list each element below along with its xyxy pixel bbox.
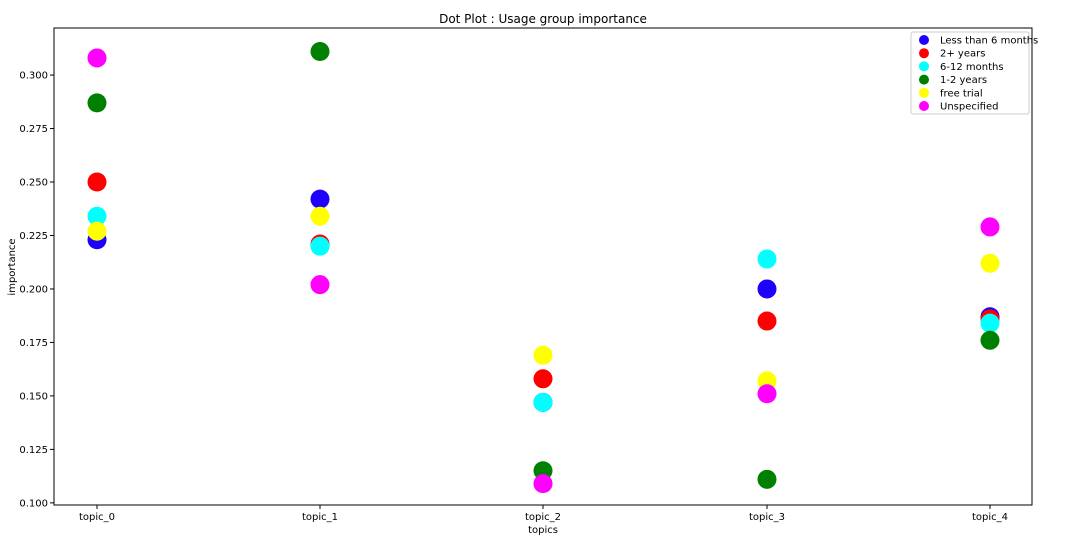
chart-title: Dot Plot : Usage group importance: [439, 12, 647, 26]
data-point: [980, 313, 1000, 333]
data-point: [87, 172, 107, 192]
data-point: [533, 345, 553, 365]
data-point: [310, 236, 330, 256]
legend-box: [910, 31, 1030, 115]
legend-marker: [919, 35, 929, 45]
y-tick-label: 0.200: [19, 284, 48, 295]
plot-frame: [53, 27, 1033, 506]
x-tick-label: topic_0: [79, 512, 115, 523]
data-point: [87, 221, 107, 241]
legend-marker: [919, 61, 929, 72]
y-tick-label: 0.250: [19, 178, 48, 189]
y-tick-label: 0.300: [19, 71, 48, 82]
y-tick-label: 0.125: [19, 445, 48, 456]
data-point: [87, 93, 107, 113]
data-point: [310, 206, 330, 226]
x-tick-label: topic_4: [972, 512, 1008, 523]
data-point: [757, 469, 777, 489]
y-axis: 0.100 0.125 0.150 0.175 0.200 0.225 0.250 0.275…: [19, 71, 54, 509]
y-tick-label: 0.225: [19, 231, 48, 242]
data-point: [757, 384, 777, 404]
data-point: [87, 48, 107, 68]
legend: Less than 6 months 2+ years 6-12 months 1-2…: [910, 31, 1038, 115]
data-point: [757, 311, 777, 331]
data-point: [310, 42, 330, 62]
legend-label: Less than 6 months: [940, 36, 1038, 47]
data-point: [533, 369, 553, 389]
data-point: [757, 249, 777, 269]
y-tick-label: 0.100: [19, 498, 48, 509]
data-point: [87, 206, 107, 226]
data-point: [980, 217, 1000, 237]
legend-label: 1-2 years: [940, 75, 987, 86]
legend-label: free trial: [940, 88, 983, 99]
legend-label: 6-12 months: [940, 62, 1004, 73]
x-tick-label: topic_2: [525, 512, 561, 523]
legend-marker: [919, 101, 929, 111]
legend-marker: [919, 87, 929, 98]
data-point: [757, 279, 777, 299]
data-point: [310, 275, 330, 295]
y-tick-label: 0.175: [19, 338, 48, 349]
y-tick-label: 0.150: [19, 391, 48, 402]
legend-label: Unspecified: [940, 102, 998, 113]
legend-label: 2+ years: [940, 49, 985, 60]
legend-marker: [919, 74, 929, 85]
data-point: [980, 330, 1000, 350]
x-tick-label: topic_1: [302, 512, 338, 523]
x-axis: topic_0 topic_1 topic_2 topic_3 topic_4: [79, 505, 1008, 523]
y-tick-label: 0.275: [19, 124, 48, 135]
data-point: [533, 392, 553, 412]
data-point: [533, 474, 553, 494]
x-tick-label: topic_3: [749, 512, 785, 523]
data-point: [310, 189, 330, 209]
data-points: [87, 42, 1000, 494]
legend-marker: [919, 48, 929, 59]
data-point: [980, 253, 1000, 273]
x-axis-label: topics: [528, 525, 558, 536]
y-axis-label: importance: [7, 238, 18, 295]
